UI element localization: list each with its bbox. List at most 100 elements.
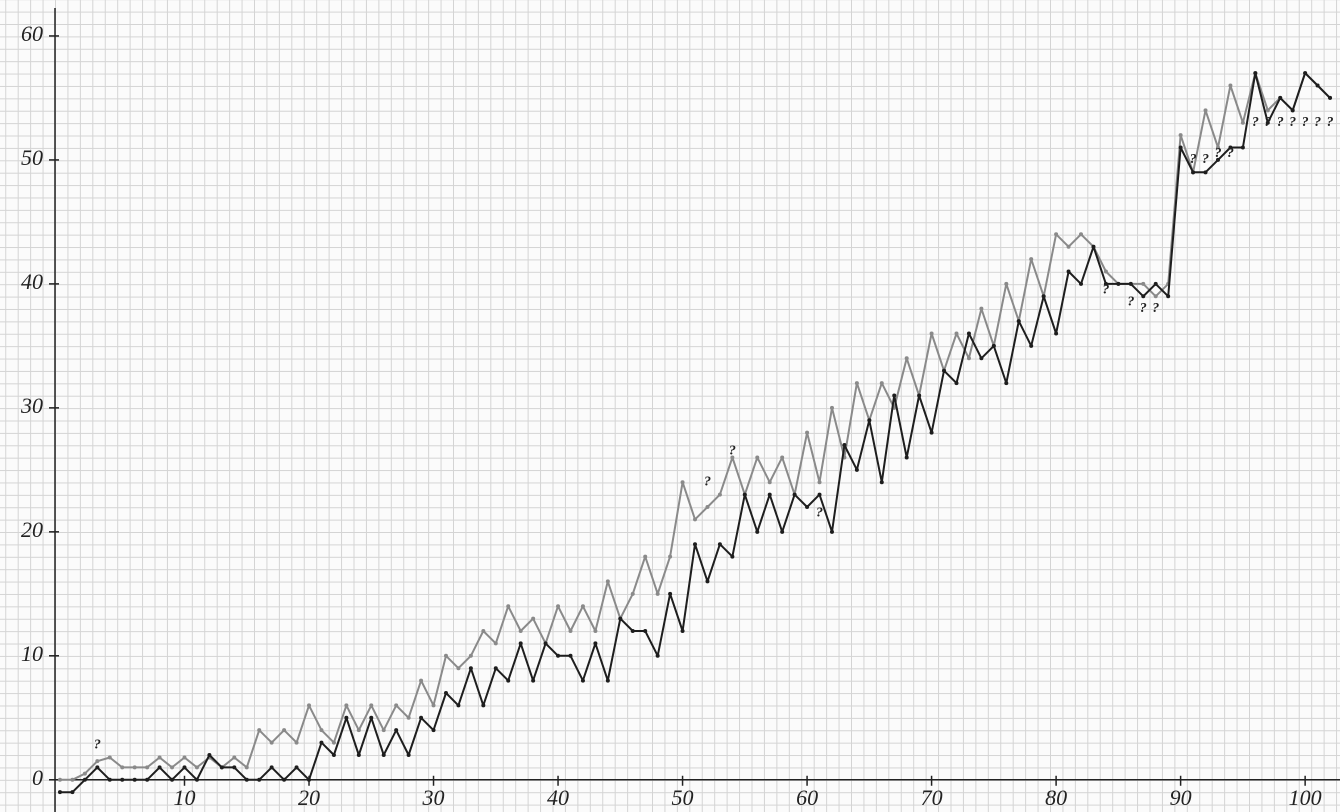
y-tick-label: 10: [21, 641, 43, 666]
point: [1315, 83, 1320, 88]
point: [1091, 244, 1096, 249]
point: [1066, 244, 1071, 249]
point: [1203, 108, 1208, 113]
point: [531, 678, 536, 683]
point: [680, 629, 685, 634]
y-tick-label: 30: [20, 393, 43, 418]
annotation: ?: [1190, 152, 1197, 167]
point: [942, 368, 947, 373]
point: [381, 728, 386, 733]
point: [991, 343, 996, 348]
point: [618, 616, 623, 621]
point: [705, 579, 710, 584]
point: [1054, 232, 1059, 237]
point: [1166, 294, 1171, 299]
point: [443, 653, 448, 658]
point: [668, 554, 673, 559]
y-tick-label: 40: [21, 269, 43, 294]
point: [979, 306, 984, 311]
annotation: ?: [729, 443, 736, 458]
annotation: ?: [1314, 115, 1321, 130]
point: [344, 703, 349, 708]
point: [244, 777, 249, 782]
x-tick-label: 60: [796, 785, 818, 810]
point: [1066, 269, 1071, 274]
point: [817, 492, 822, 497]
annotation: ?: [1252, 115, 1259, 130]
point: [630, 629, 635, 634]
point: [1079, 232, 1084, 237]
annotation: ?: [816, 505, 823, 520]
point: [556, 604, 561, 609]
point: [356, 728, 361, 733]
point: [917, 393, 922, 398]
point: [1328, 95, 1333, 100]
point: [643, 629, 648, 634]
point: [1240, 120, 1245, 125]
point: [95, 759, 100, 764]
point: [1290, 108, 1295, 113]
point: [854, 467, 859, 472]
point: [194, 777, 199, 782]
point: [1303, 71, 1308, 76]
point: [518, 629, 523, 634]
point: [1253, 71, 1258, 76]
point: [70, 790, 75, 795]
point: [182, 765, 187, 770]
point: [207, 752, 212, 757]
point: [394, 728, 399, 733]
point: [904, 356, 909, 361]
point: [568, 629, 573, 634]
point: [282, 728, 287, 733]
y-tick-label: 0: [32, 765, 43, 790]
y-tick-label: 60: [21, 21, 43, 46]
point: [767, 492, 772, 497]
annotation: ?: [1202, 152, 1209, 167]
x-tick-label: 100: [1289, 785, 1322, 810]
point: [717, 542, 722, 547]
point: [1203, 170, 1208, 175]
point: [219, 765, 224, 770]
point: [493, 666, 498, 671]
point: [680, 480, 685, 485]
point: [630, 591, 635, 596]
point: [693, 517, 698, 522]
point: [1054, 331, 1059, 336]
point: [431, 728, 436, 733]
point: [481, 703, 486, 708]
point: [419, 678, 424, 683]
point: [1178, 133, 1183, 138]
point: [331, 740, 336, 745]
point: [57, 790, 62, 795]
point: [1228, 145, 1233, 150]
point: [493, 641, 498, 646]
point: [132, 777, 137, 782]
point: [1153, 281, 1158, 286]
point: [717, 492, 722, 497]
point: [344, 715, 349, 720]
point: [406, 752, 411, 757]
point: [170, 777, 175, 782]
point: [394, 703, 399, 708]
point: [244, 765, 249, 770]
x-tick-label: 20: [298, 785, 320, 810]
annotation: ?: [1227, 146, 1234, 161]
point: [966, 331, 971, 336]
annotation: ?: [1152, 301, 1159, 316]
point: [419, 715, 424, 720]
point: [82, 777, 87, 782]
point: [232, 755, 237, 760]
point: [232, 765, 237, 770]
point: [693, 542, 698, 547]
point: [282, 777, 287, 782]
point: [593, 641, 598, 646]
point: [145, 765, 150, 770]
point: [742, 492, 747, 497]
point: [954, 381, 959, 386]
point: [780, 529, 785, 534]
point: [755, 529, 760, 534]
point: [468, 666, 473, 671]
point: [1191, 170, 1196, 175]
point: [307, 703, 312, 708]
